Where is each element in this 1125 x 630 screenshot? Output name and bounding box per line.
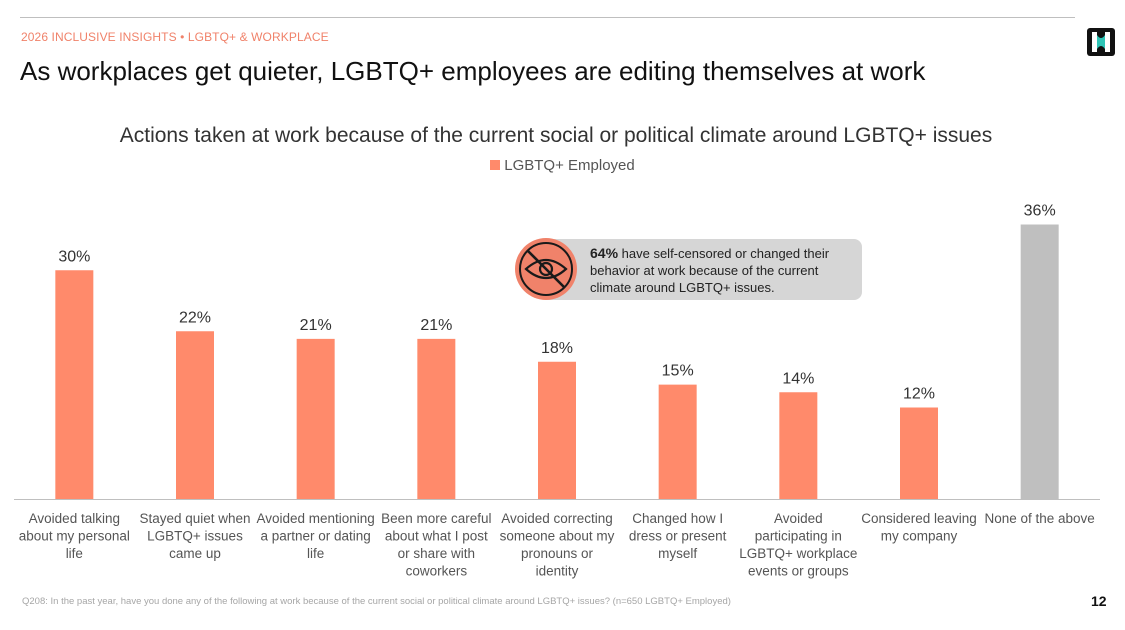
legend-label: LGBTQ+ Employed [504, 157, 635, 174]
category-label-3: Avoided mentioning a partner or dating lif… [256, 511, 374, 561]
bar-5 [538, 361, 576, 499]
data-label-4: 21% [420, 317, 452, 334]
data-label-2: 22% [179, 309, 211, 326]
data-label-7: 14% [782, 370, 814, 387]
page-number: 12 [1091, 593, 1107, 609]
category-label-2: Stayed quiet when LGBTQ+ issues came up [139, 511, 250, 561]
top-divider [20, 17, 1075, 18]
chart-legend: LGBTQ+ Employed [0, 157, 1125, 174]
category-label-5: Avoided correcting someone about my pronou… [500, 511, 615, 579]
data-label-8: 12% [903, 386, 935, 403]
callout-box [540, 239, 862, 300]
survey-footnote: Q208: In the past year, have you done an… [22, 596, 731, 607]
bar-7 [779, 392, 818, 499]
category-label-7: Avoided participating in LGBTQ+ workplace e… [739, 511, 857, 579]
bar-3 [296, 338, 335, 499]
eye-slash-icon [515, 238, 577, 300]
category-label-8: Considered leaving my company [861, 511, 977, 544]
data-label-3: 21% [300, 317, 332, 334]
data-label-5: 18% [541, 340, 573, 357]
category-label-1: Avoided talking about my personal life [19, 511, 130, 561]
callout-body: have self-censored or changed their beha… [590, 246, 830, 295]
callout-text: 64% have self-censored or changed their … [590, 245, 858, 296]
bar-9 [1020, 224, 1059, 499]
bar-6 [658, 384, 697, 499]
data-label-1: 30% [58, 248, 90, 265]
data-label-9: 36% [1024, 203, 1056, 220]
legend-swatch [490, 160, 501, 170]
bar-8 [900, 407, 938, 499]
eyebrow-label: 2026 INCLUSIVE INSIGHTS • LGBTQ+ & WORKP… [21, 30, 329, 44]
callout-stat: 64% [590, 245, 619, 261]
brand-logo-icon [1087, 28, 1115, 56]
chart-title: Actions taken at work because of the cur… [119, 124, 993, 147]
bar-1 [55, 270, 94, 499]
category-label-9: None of the above [984, 511, 1094, 526]
category-label-4: Been more careful about what I post or sha… [381, 511, 491, 579]
bar-4 [417, 338, 456, 499]
page-headline: As workplaces get quieter, LGBTQ+ employ… [20, 56, 926, 86]
data-label-6: 15% [662, 363, 694, 380]
bar-2 [176, 331, 214, 499]
